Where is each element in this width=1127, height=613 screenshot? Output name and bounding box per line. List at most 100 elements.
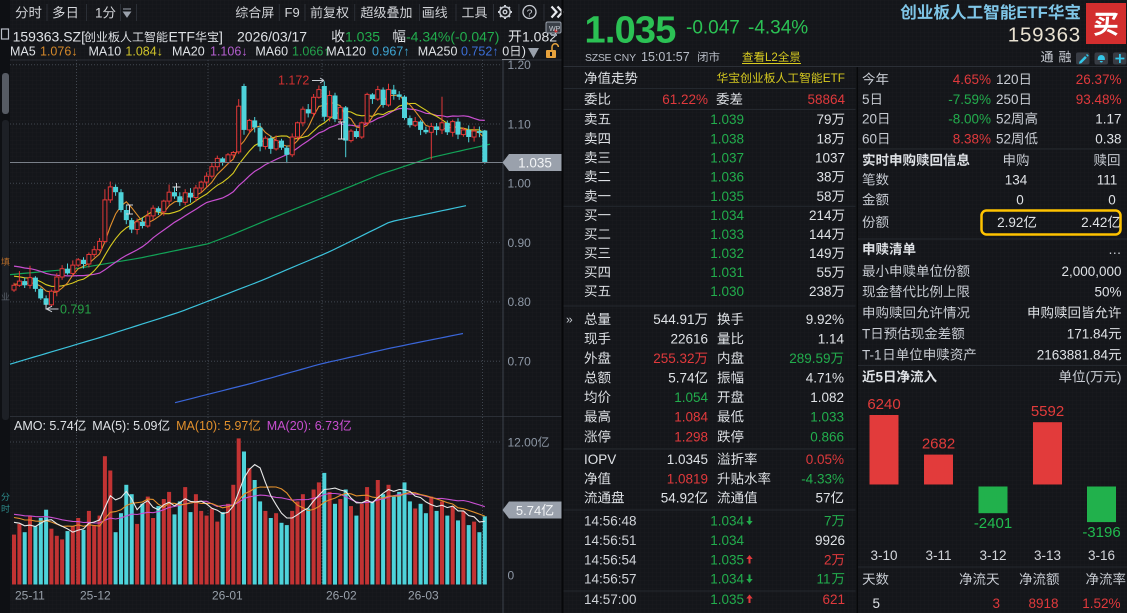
svg-text:0.80: 0.80: [508, 295, 532, 309]
svg-text:14:56:54: 14:56:54: [584, 552, 637, 567]
svg-text:7: 7: [824, 513, 832, 528]
svg-text:MA(10): 5.97: MA(10): 5.97: [176, 419, 248, 433]
svg-text:2.42: 2.42: [1081, 215, 1107, 230]
svg-text:1.034: 1.034: [710, 571, 744, 586]
svg-text:MA60: MA60: [255, 45, 288, 59]
svg-text:0.38: 0.38: [1095, 131, 1121, 146]
svg-text:-4.34%(-0.047): -4.34%(-0.047): [406, 28, 499, 44]
svg-text:1.035: 1.035: [710, 552, 744, 567]
svg-text:14:56:57: 14:56:57: [584, 571, 637, 586]
svg-text:IOPV: IOPV: [584, 452, 616, 467]
svg-text:1.034: 1.034: [710, 533, 744, 548]
svg-text:144: 144: [809, 227, 832, 242]
svg-text:12.00: 12.00: [508, 435, 538, 449]
svg-text:T-1: T-1: [862, 347, 882, 362]
svg-text:-8.00%: -8.00%: [948, 111, 991, 126]
svg-text:289.59: 289.59: [789, 351, 830, 366]
svg-text:MA10: MA10: [89, 45, 122, 59]
svg-text:1.076↓: 1.076↓: [40, 45, 78, 59]
svg-text:0.752↑: 0.752↑: [461, 45, 499, 59]
svg-text:-0.047: -0.047: [686, 18, 740, 39]
svg-text:MA250: MA250: [418, 45, 458, 59]
svg-text:5: 5: [872, 596, 880, 611]
svg-text:1.054: 1.054: [674, 390, 708, 405]
svg-text:1.106↓: 1.106↓: [210, 45, 248, 59]
svg-text:25-12: 25-12: [80, 589, 111, 603]
svg-text:0.791: 0.791: [60, 303, 91, 317]
svg-text:1.298: 1.298: [674, 429, 708, 444]
svg-text:1.033: 1.033: [710, 227, 744, 242]
svg-text:214: 214: [809, 208, 832, 223]
svg-text:0.70: 0.70: [508, 355, 532, 369]
svg-text:1.035: 1.035: [518, 155, 552, 170]
svg-text:159363: 159363: [1008, 24, 1081, 47]
svg-text:6240: 6240: [867, 396, 900, 413]
svg-text:1.52%: 1.52%: [1082, 596, 1120, 611]
svg-text:WP: WP: [549, 26, 561, 33]
svg-text:93.48%: 93.48%: [1076, 92, 1122, 107]
svg-text:621: 621: [822, 592, 845, 607]
svg-text:]: ]: [219, 28, 223, 44]
svg-text:0: 0: [508, 568, 515, 582]
svg-text:-4.33%: -4.33%: [801, 471, 844, 486]
svg-text:159363.SZ[: 159363.SZ[: [13, 28, 85, 44]
svg-text:1.030: 1.030: [710, 284, 744, 299]
svg-text:1.034: 1.034: [710, 513, 744, 528]
svg-text:L2: L2: [765, 52, 778, 64]
svg-text:52: 52: [996, 111, 1011, 126]
svg-text:26.37%: 26.37%: [1076, 72, 1122, 87]
svg-text:1.033: 1.033: [810, 409, 844, 424]
svg-text:0.05%: 0.05%: [806, 452, 844, 467]
svg-text:0.967↑: 0.967↑: [372, 45, 410, 59]
svg-text:AMO: 5.74: AMO: 5.74: [14, 419, 74, 433]
svg-text:26-01: 26-01: [212, 589, 243, 603]
svg-text:1.035: 1.035: [345, 28, 380, 44]
svg-text:T: T: [862, 326, 870, 341]
svg-text:1.084: 1.084: [674, 409, 708, 424]
svg-text:1.035: 1.035: [710, 189, 744, 204]
svg-text:1.082: 1.082: [810, 390, 844, 405]
svg-text:F9: F9: [285, 5, 300, 20]
svg-text:18: 18: [817, 131, 832, 146]
svg-text:38: 38: [817, 169, 832, 184]
svg-text:544.91: 544.91: [653, 312, 694, 327]
svg-text:1.037: 1.037: [710, 150, 744, 165]
svg-text:SZSE: SZSE: [585, 52, 612, 64]
svg-text:20: 20: [862, 111, 877, 126]
svg-text:14:56:48: 14:56:48: [584, 513, 637, 528]
svg-text:MA120: MA120: [326, 45, 366, 59]
svg-text:-7.59%: -7.59%: [948, 92, 991, 107]
svg-text:9.92%: 9.92%: [806, 312, 844, 327]
svg-text:22616: 22616: [671, 331, 709, 346]
svg-text:3-16: 3-16: [1088, 548, 1115, 563]
svg-text:255.32: 255.32: [653, 351, 694, 366]
svg-text:CNY: CNY: [614, 52, 636, 64]
svg-text:1037: 1037: [815, 150, 845, 165]
svg-text:250: 250: [996, 92, 1019, 107]
svg-text:25-11: 25-11: [15, 589, 45, 603]
svg-text:1.0819: 1.0819: [667, 471, 708, 486]
svg-text:1.039: 1.039: [710, 112, 744, 127]
svg-text:5: 5: [876, 369, 884, 384]
svg-text:?: ?: [527, 8, 533, 20]
svg-text:ETF: ETF: [823, 71, 845, 85]
svg-text:61.22%: 61.22%: [662, 92, 708, 107]
svg-text:3-11: 3-11: [925, 548, 951, 563]
svg-text:58864: 58864: [807, 92, 845, 107]
svg-text:…: …: [1108, 242, 1122, 257]
svg-text:8918: 8918: [1028, 596, 1058, 611]
svg-text:50%: 50%: [1095, 284, 1122, 299]
svg-text:57: 57: [816, 490, 831, 505]
svg-text:1.032: 1.032: [710, 246, 744, 261]
svg-text:171.84: 171.84: [1067, 326, 1109, 341]
svg-text:2682: 2682: [922, 436, 955, 453]
svg-text:3-12: 3-12: [979, 548, 1006, 563]
svg-text:15:01:57: 15:01:57: [641, 50, 690, 64]
svg-text:14:57:00: 14:57:00: [584, 592, 637, 607]
svg-text:26-03: 26-03: [408, 589, 439, 603]
svg-text:-3196: -3196: [1082, 524, 1120, 541]
svg-text:0: 0: [1108, 192, 1116, 207]
svg-text:-4.34%: -4.34%: [748, 18, 808, 39]
svg-text:2163881.84: 2163881.84: [1037, 347, 1109, 362]
svg-text:4.71%: 4.71%: [806, 370, 844, 385]
